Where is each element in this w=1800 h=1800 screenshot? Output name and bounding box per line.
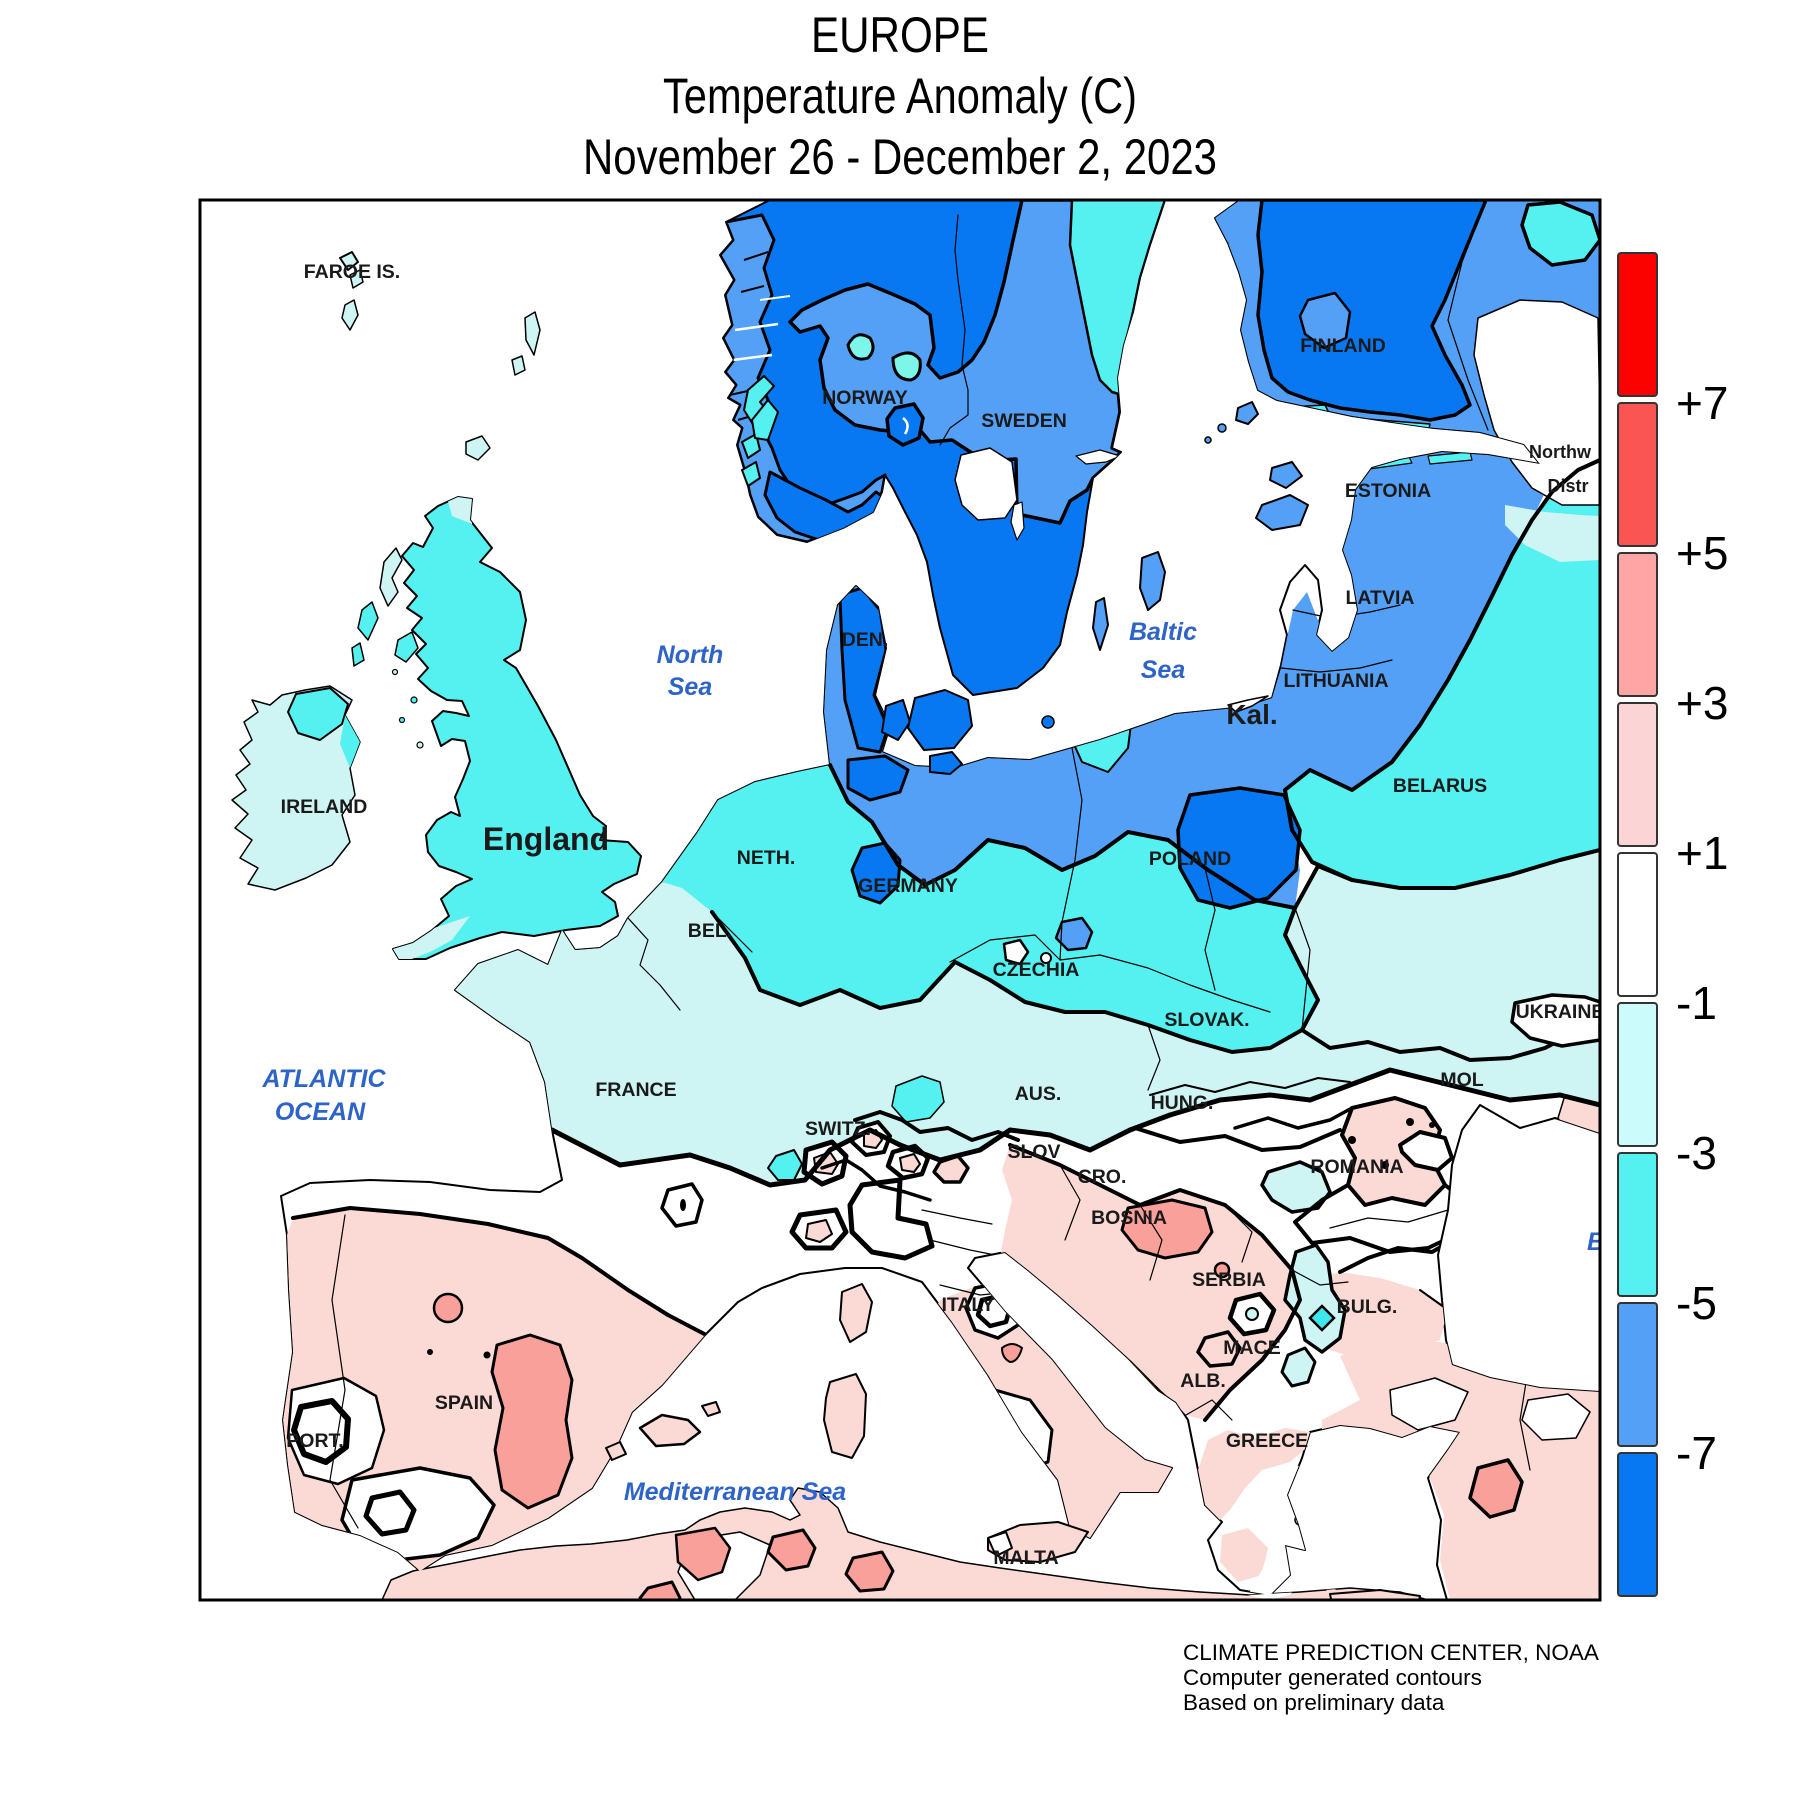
- svg-text:SERBIA: SERBIA: [1192, 1269, 1266, 1291]
- svg-text:LITHUANIA: LITHUANIA: [1283, 670, 1388, 692]
- svg-text:FINLAND: FINLAND: [1300, 335, 1386, 357]
- svg-text:POLAND: POLAND: [1149, 848, 1231, 870]
- svg-text:+5: +5: [1676, 527, 1728, 579]
- svg-text:UKRAINE: UKRAINE: [1516, 1001, 1605, 1023]
- svg-text:MALTA: MALTA: [993, 1547, 1058, 1569]
- svg-text:+3: +3: [1676, 677, 1728, 729]
- svg-text:ESTONIA: ESTONIA: [1345, 480, 1431, 502]
- svg-text:NORWAY: NORWAY: [822, 387, 908, 409]
- svg-text:Baltic: Baltic: [1129, 618, 1197, 646]
- svg-text:ITALY: ITALY: [941, 1294, 994, 1316]
- svg-text:-7: -7: [1676, 1427, 1717, 1479]
- svg-text:CRO.: CRO.: [1078, 1166, 1127, 1188]
- svg-text:HUNG.: HUNG.: [1151, 1092, 1214, 1114]
- svg-text:Mediterranean Sea: Mediterranean Sea: [624, 1478, 846, 1506]
- svg-text:Northw: Northw: [1529, 442, 1592, 462]
- svg-text:ALB.: ALB.: [1180, 1370, 1226, 1392]
- svg-text:FAROE IS.: FAROE IS.: [304, 261, 400, 283]
- svg-text:-3: -3: [1676, 1127, 1717, 1179]
- svg-text:Kal.: Kal.: [1226, 699, 1277, 730]
- svg-text:BEL.: BEL.: [688, 920, 732, 942]
- svg-text:SLOVAK.: SLOVAK.: [1164, 1009, 1249, 1031]
- svg-text:MOL: MOL: [1440, 1069, 1483, 1091]
- svg-text:Temperature Anomaly (C): Temperature Anomaly (C): [663, 68, 1137, 124]
- svg-text:-5: -5: [1676, 1277, 1717, 1329]
- svg-text:B: B: [1587, 1228, 1605, 1256]
- svg-text:ATLANTIC: ATLANTIC: [261, 1065, 386, 1093]
- svg-text:England: England: [483, 821, 609, 857]
- svg-text:SPAIN: SPAIN: [435, 1392, 493, 1414]
- svg-text:IRELAND: IRELAND: [281, 796, 368, 818]
- svg-text:NETH.: NETH.: [737, 847, 796, 869]
- svg-text:November 26 - December 2, 2023: November 26 - December 2, 2023: [583, 129, 1217, 185]
- svg-text:-1: -1: [1676, 977, 1717, 1029]
- svg-text:+7: +7: [1676, 377, 1728, 429]
- svg-text:CZECHIA: CZECHIA: [993, 959, 1080, 981]
- svg-text:AUS.: AUS.: [1015, 1083, 1062, 1105]
- svg-text:GERMANY: GERMANY: [858, 875, 958, 897]
- svg-text:SWEDEN: SWEDEN: [981, 410, 1067, 432]
- svg-text:BOSNIA: BOSNIA: [1091, 1207, 1167, 1229]
- svg-text:Based on preliminary data: Based on preliminary data: [1183, 1690, 1445, 1715]
- svg-text:BULG.: BULG.: [1337, 1296, 1398, 1318]
- svg-text:FRANCE: FRANCE: [595, 1079, 676, 1101]
- svg-text:+1: +1: [1676, 827, 1728, 879]
- svg-text:CLIMATE PREDICTION CENTER, NOA: CLIMATE PREDICTION CENTER, NOAA: [1183, 1640, 1599, 1665]
- svg-text:ROMANIA: ROMANIA: [1310, 1156, 1403, 1178]
- svg-text:SLOV: SLOV: [1007, 1141, 1060, 1163]
- svg-text:Distr: Distr: [1547, 476, 1588, 496]
- svg-text:North: North: [657, 641, 724, 669]
- svg-text:BELARUS: BELARUS: [1393, 775, 1487, 797]
- svg-text:LATVIA: LATVIA: [1346, 587, 1415, 609]
- svg-text:OCEAN: OCEAN: [275, 1098, 366, 1126]
- svg-text:GREECE: GREECE: [1226, 1430, 1308, 1452]
- svg-text:Sea: Sea: [668, 673, 713, 701]
- svg-text:PORT.: PORT.: [286, 1430, 343, 1452]
- svg-text:DEN.: DEN.: [842, 629, 889, 651]
- svg-text:MACE: MACE: [1223, 1337, 1280, 1359]
- svg-text:Computer generated contours: Computer generated contours: [1183, 1665, 1482, 1690]
- svg-text:Sea: Sea: [1141, 656, 1186, 684]
- svg-text:SWITZ.: SWITZ.: [805, 1118, 871, 1140]
- svg-text:EUROPE: EUROPE: [811, 7, 989, 63]
